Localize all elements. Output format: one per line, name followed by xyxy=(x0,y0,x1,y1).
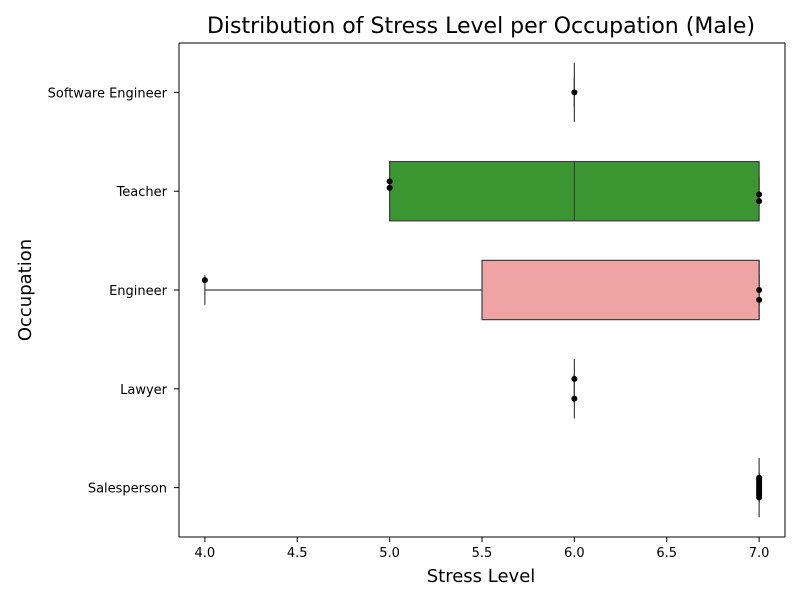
x-tick-label: 5.0 xyxy=(379,546,400,561)
point-engineer xyxy=(756,296,763,303)
y-tick-label: Engineer xyxy=(109,284,168,299)
point-engineer xyxy=(756,287,763,293)
point-lawyer xyxy=(571,375,578,382)
point-teacher xyxy=(756,191,763,198)
point-teacher xyxy=(756,198,763,205)
x-tick-label: 5.5 xyxy=(472,546,493,561)
x-tick-label: 6.0 xyxy=(564,546,585,561)
y-tick-label: Lawyer xyxy=(120,383,168,398)
y-tick-label: Software Engineer xyxy=(48,86,168,101)
point-teacher xyxy=(386,178,393,185)
x-axis-label: Stress Level xyxy=(427,566,536,587)
x-tick-label: 4.5 xyxy=(287,546,308,561)
point-lawyer xyxy=(571,395,578,402)
plot-area: 4.0 4.5 5.0 5.5 6.0 6.5 7.0 Software Engineer Te… xyxy=(48,42,786,561)
point-teacher xyxy=(386,184,393,191)
x-tick-label: 6.5 xyxy=(656,546,677,561)
x-tick-label: 7.0 xyxy=(749,546,770,561)
y-tick-label: Teacher xyxy=(116,185,168,200)
x-tick-label: 4.0 xyxy=(195,546,216,561)
y-tick-label: Salesperson xyxy=(88,482,167,497)
point-software-engineer xyxy=(571,89,578,96)
point-engineer xyxy=(201,277,208,284)
chart-title: Distribution of Stress Level per Occupat… xyxy=(207,14,755,39)
box-engineer xyxy=(481,259,760,321)
y-axis-label: Occupation xyxy=(15,239,36,341)
point-salesperson xyxy=(756,494,763,501)
